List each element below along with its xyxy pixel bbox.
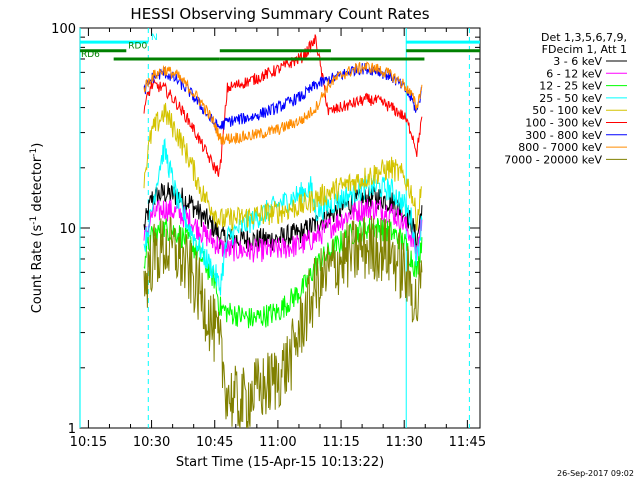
x-tick-label: 10:30: [133, 435, 170, 450]
legend-label: 3 - 6 keV: [553, 55, 602, 68]
series-line-8: [143, 215, 423, 429]
x-tick-label: 11:00: [259, 435, 296, 450]
series-line-3: [143, 138, 423, 296]
legend: Det 1,3,5,6,7,9, FDecim 1, Att 1 3 - 6 k…: [504, 31, 627, 166]
series-group: [143, 34, 423, 429]
legend-label: 7000 - 20000 keV: [504, 153, 602, 166]
legend-label: 25 - 50 keV: [539, 92, 602, 105]
legend-label: 6 - 12 keV: [546, 67, 602, 80]
x-tick-label: 10:45: [196, 435, 233, 450]
series-line-5: [143, 34, 423, 177]
x-tick-labels: 10:15 10:30 10:45 11:00 11:15 11:30 11:45: [70, 435, 486, 450]
series-line-7: [143, 61, 423, 146]
timestamp: 26-Sep-2017 09:02: [557, 469, 634, 478]
x-axis-label: Start Time (15-Apr-15 10:13:22): [176, 455, 384, 470]
chart-title: HESSI Observing Summary Count Rates: [130, 5, 429, 23]
y-axis-label: Count Rate (s-1 detector-1): [29, 143, 45, 314]
legend-header-line-2: FDecim 1, Att 1: [542, 43, 627, 56]
legend-header-line-1: Det 1,3,5,6,7,9,: [541, 31, 627, 44]
legend-label: 12 - 25 keV: [539, 80, 602, 93]
axis-ticks: [80, 27, 480, 429]
x-tick-label: 11:15: [322, 435, 359, 450]
legend-label: 100 - 300 keV: [525, 117, 602, 130]
x-tick-label: 11:30: [385, 435, 422, 450]
y-tick-labels: 1 10 100: [51, 22, 76, 437]
status-bar-label: RD6: [81, 50, 100, 60]
status-bars: N RD0 RD6: [80, 33, 480, 61]
y-tick-label: 100: [51, 22, 76, 37]
y-tick-label: 1: [68, 422, 76, 437]
status-bar-label: N: [151, 33, 158, 43]
x-tick-label: 10:15: [70, 435, 107, 450]
y-tick-label: 10: [59, 222, 76, 237]
legend-label: 800 - 7000 keV: [518, 141, 602, 154]
status-bar-label: RD0: [128, 42, 147, 52]
legend-label: 50 - 100 keV: [532, 104, 602, 117]
x-tick-label: 11:45: [449, 435, 486, 450]
series-line-4: [143, 102, 423, 231]
legend-label: 300 - 800 keV: [525, 129, 602, 142]
plot-area: 10:15 10:30 10:45 11:00 11:15 11:30 11:45 1101…: [51, 22, 486, 450]
series-line-6: [143, 62, 423, 131]
